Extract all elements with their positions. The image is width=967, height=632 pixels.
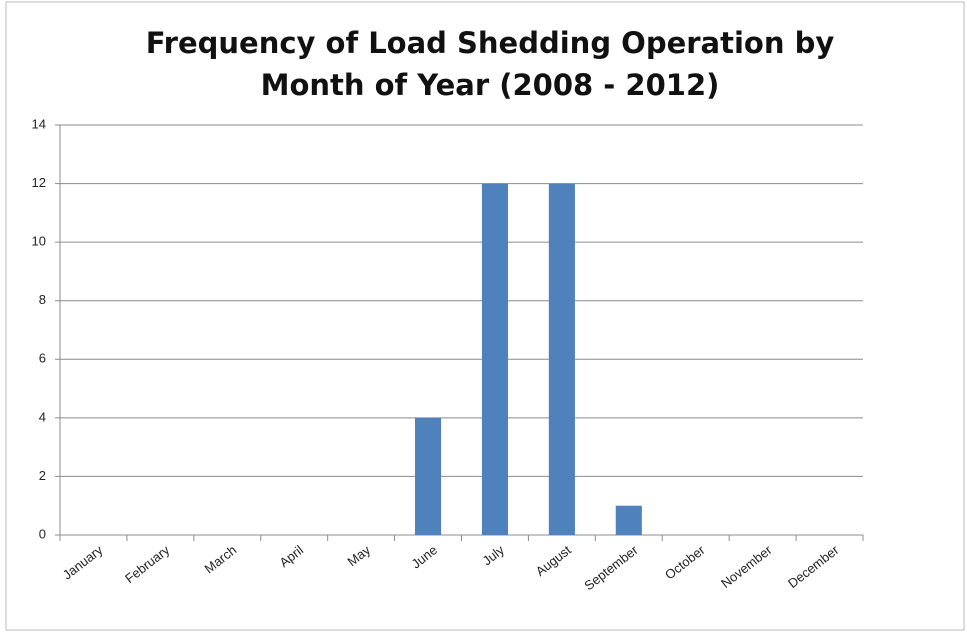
bar: [615, 505, 642, 535]
x-tick-label: June: [409, 542, 440, 571]
x-tick-label: May: [344, 542, 373, 569]
x-tick-label: August: [533, 542, 574, 579]
y-tick-label: 14: [32, 116, 46, 131]
x-tick-label: March: [202, 542, 240, 576]
y-tick-label: 8: [39, 292, 46, 307]
bar: [481, 183, 509, 536]
x-tick-label: December: [785, 542, 842, 591]
y-tick-label: 0: [39, 526, 46, 541]
x-tick-label: April: [276, 542, 306, 570]
x-tick-label: October: [662, 542, 708, 583]
y-tick-label: 12: [32, 175, 46, 190]
y-tick-label: 2: [39, 468, 46, 483]
x-tick-label: November: [718, 542, 775, 591]
x-tick-label: July: [479, 542, 507, 568]
y-tick-label: 10: [32, 234, 46, 249]
chart-title: Frequency of Load Shedding Operation by …: [145, 26, 835, 102]
x-tick-label: September: [581, 542, 641, 593]
bar: [414, 417, 442, 535]
bar: [548, 183, 575, 536]
chart-border: [5, 1, 965, 631]
y-tick-label: 6: [39, 351, 46, 366]
x-tick-label: January: [60, 542, 106, 583]
y-tick-label: 4: [39, 409, 46, 424]
x-tick-label: February: [122, 542, 173, 586]
